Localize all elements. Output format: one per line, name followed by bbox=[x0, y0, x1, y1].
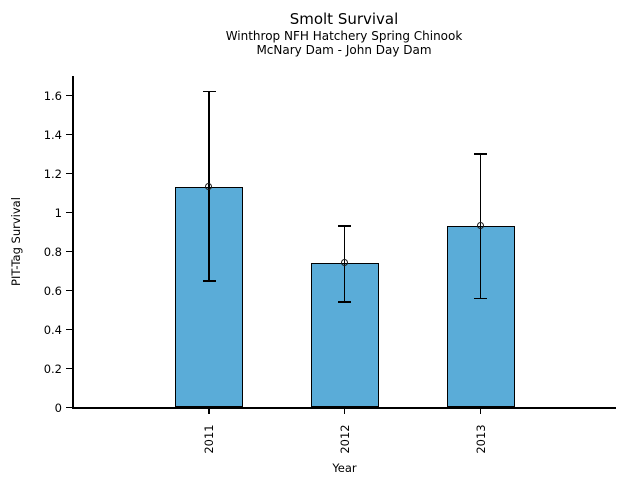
x-tick bbox=[343, 408, 346, 414]
chart-title-block: Smolt Survival Winthrop NFH Hatchery Spr… bbox=[226, 10, 463, 57]
error-cap-bottom bbox=[338, 301, 351, 303]
y-tick-label: 1.4 bbox=[43, 127, 62, 142]
y-tick-label: 1 bbox=[54, 205, 62, 220]
bar-marker bbox=[476, 222, 484, 230]
y-tick bbox=[65, 367, 73, 370]
chart-subtitle-line2: McNary Dam - John Day Dam bbox=[256, 43, 432, 57]
x-tick bbox=[208, 408, 210, 414]
bar-marker bbox=[205, 183, 212, 191]
y-tick bbox=[65, 406, 73, 409]
error-cap-bottom bbox=[202, 280, 216, 282]
x-axis-title: Year bbox=[332, 461, 357, 475]
y-tick-label: 0 bbox=[54, 400, 62, 415]
error-cap-top bbox=[338, 225, 351, 227]
y-tick bbox=[65, 250, 73, 253]
x-axis-line bbox=[73, 407, 616, 409]
y-tick-label: 0.6 bbox=[43, 283, 62, 298]
bar-marker bbox=[340, 259, 348, 267]
chart-subtitle-line1: Winthrop NFH Hatchery Spring Chinook bbox=[225, 29, 463, 43]
bar-2012 bbox=[310, 263, 379, 408]
x-tick-label: 2012 bbox=[337, 424, 352, 454]
y-tick-label: 1.6 bbox=[43, 88, 62, 103]
y-tick bbox=[65, 172, 73, 175]
x-tick bbox=[479, 408, 482, 414]
y-tick-label: 1.2 bbox=[43, 166, 62, 181]
y-tick bbox=[65, 289, 73, 292]
y-tick bbox=[65, 328, 73, 331]
error-cap-bottom bbox=[474, 297, 487, 300]
y-axis-line bbox=[72, 76, 74, 409]
y-tick-label: 0.8 bbox=[43, 244, 62, 259]
x-tick-label: 2011 bbox=[202, 424, 216, 454]
y-tick bbox=[65, 211, 73, 214]
x-tick-label: 2013 bbox=[473, 424, 488, 454]
y-tick-label: 0.2 bbox=[43, 361, 62, 376]
error-cap-top bbox=[202, 90, 216, 93]
chart-title: Smolt Survival bbox=[289, 10, 399, 28]
error-cap-top bbox=[474, 153, 487, 155]
y-tick bbox=[65, 94, 73, 97]
y-tick-label: 0.4 bbox=[43, 322, 62, 337]
y-tick bbox=[65, 133, 73, 136]
